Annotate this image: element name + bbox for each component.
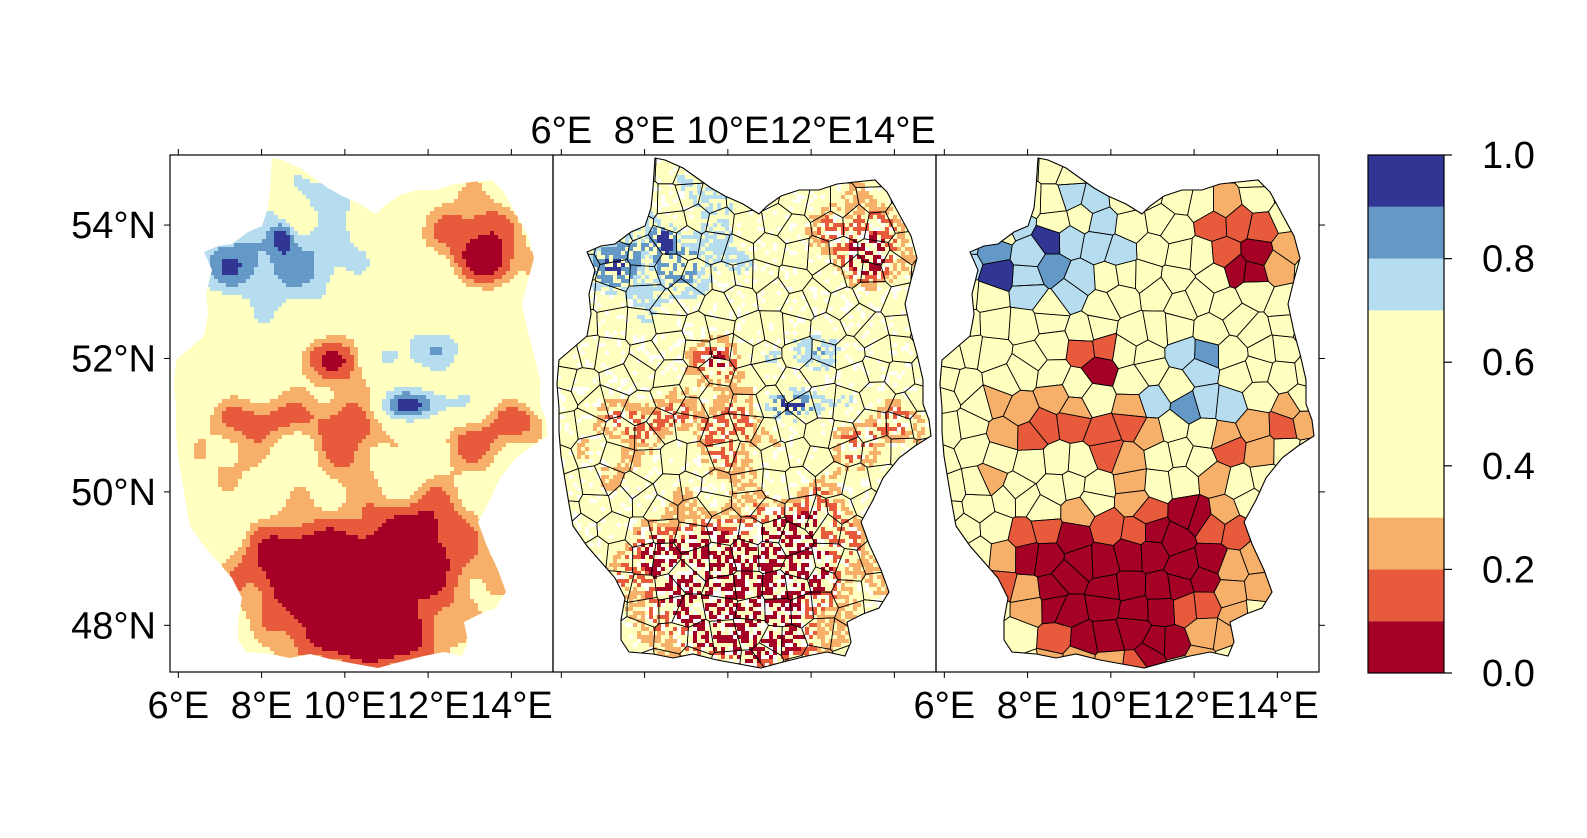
country-outline [939, 157, 1315, 669]
lat-tick-label: 50°N [71, 472, 156, 514]
lon-tick-label: 6°E [913, 685, 975, 727]
lon-tick-label: 8°E [614, 110, 676, 152]
lat-tick-label: 48°N [71, 605, 156, 647]
lon-tick-label: 12°E [387, 685, 470, 727]
colorbar-tick-label: 0.4 [1482, 446, 1535, 488]
lon-tick-label: 14°E [470, 685, 553, 727]
colorbar-segment [1368, 517, 1444, 570]
country-outline [556, 157, 932, 669]
lon-tick-label: 10°E [686, 110, 769, 152]
colorbar-segment [1368, 310, 1444, 518]
lon-tick-label: 12°E [770, 110, 853, 152]
colorbar-segment [1368, 621, 1444, 673]
district-fills [940, 158, 1314, 668]
lon-tick-label: 8°E [997, 685, 1059, 727]
lon-tick-label: 8°E [231, 685, 293, 727]
lon-tick-label: 14°E [1236, 685, 1319, 727]
colorbar-frame [1367, 154, 1445, 674]
colorbar-tick-label: 1.0 [1482, 135, 1535, 177]
colorbar-tick-label: 0.0 [1482, 653, 1535, 695]
colorbar: 0.0 0.2 0.4 0.6 0.8 1.0 [1367, 135, 1535, 695]
lon-tick-label: 6°E [147, 685, 209, 727]
lat-tick-label: 54°N [71, 205, 156, 247]
lon-tick-label: 12°E [1153, 685, 1236, 727]
colorbar-segment [1368, 258, 1444, 311]
lon-tick-label: 6°E [530, 110, 592, 152]
colorbar-segment [1368, 155, 1444, 207]
lat-tick-label: 52°N [71, 338, 156, 380]
map-panel-left [174, 158, 548, 668]
map-panel-right [939, 157, 1315, 669]
colorbar-tick-label: 0.8 [1482, 239, 1535, 281]
map-panel-middle [556, 157, 932, 669]
colorbar-segment [1368, 206, 1444, 259]
colorbar-tick-label: 0.6 [1482, 342, 1535, 384]
panel-frame-right [935, 154, 1320, 673]
lon-tick-label: 10°E [303, 685, 386, 727]
lon-tick-label: 14°E [853, 110, 936, 152]
colorbar-segment [1368, 569, 1444, 622]
lon-tick-label: 10°E [1069, 685, 1152, 727]
colorbar-tick-label: 0.2 [1482, 549, 1535, 591]
